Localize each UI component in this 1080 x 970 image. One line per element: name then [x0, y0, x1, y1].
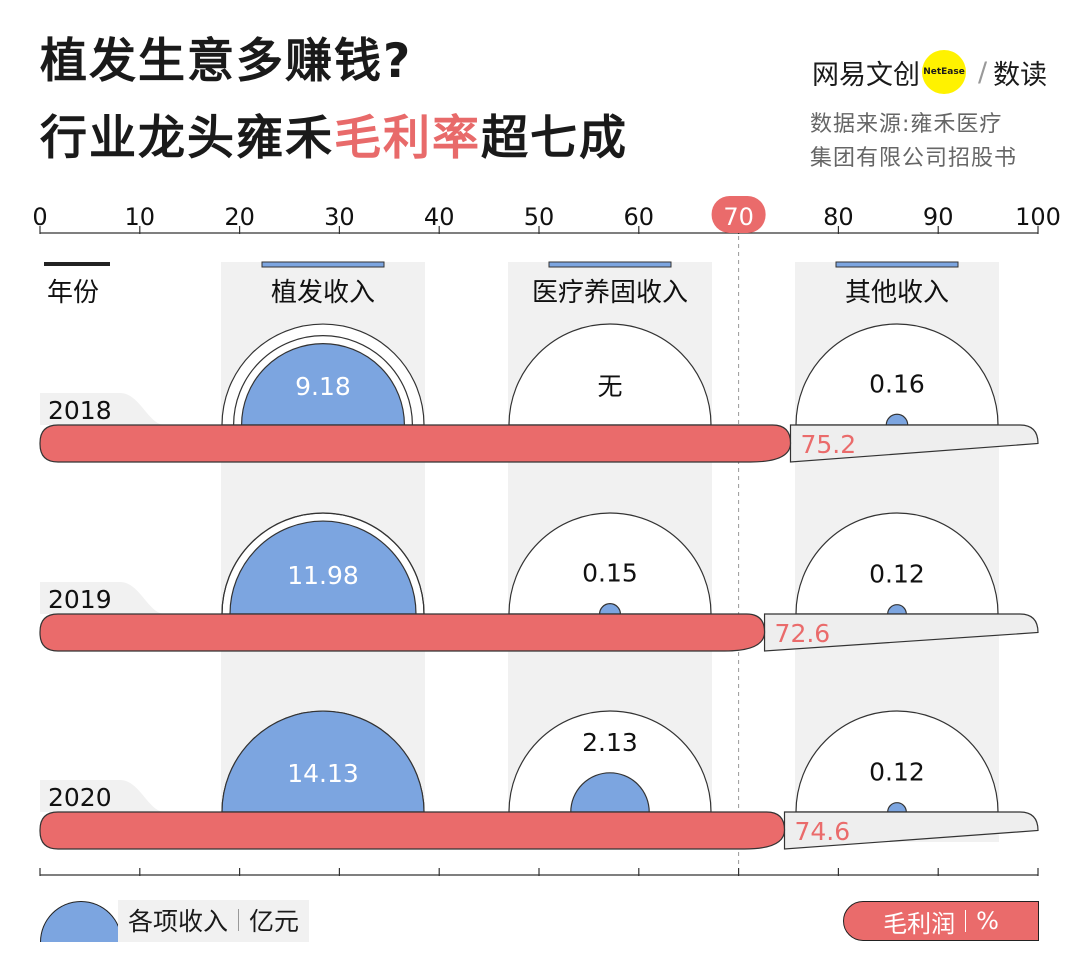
brand-column: 数读: [993, 59, 1048, 91]
revenue-value-label: 9.18: [295, 372, 351, 401]
axis-tick-label: 40: [424, 203, 455, 231]
semicircle-outline: [508, 512, 712, 615]
highlight-tick-badge: [711, 196, 766, 233]
revenue-semicircle: [229, 520, 417, 615]
year-header-bar: [44, 262, 110, 266]
margin-track: [783, 811, 1039, 850]
revenue-semicircle: [598, 603, 622, 615]
legend-margin-label: 毛利润: [883, 909, 956, 938]
axis-tick-label: 30: [324, 203, 355, 231]
margin-bar: [39, 613, 766, 652]
legend-revenue-unit: 亿元: [249, 907, 300, 936]
brand-badge: NetEase: [922, 50, 966, 94]
legend-separator: [965, 910, 967, 932]
revenue-value-label: 11.98: [287, 561, 359, 590]
title-line-2-prefix: 行业龙头雍禾: [40, 111, 334, 166]
axis-tick-label: 100: [1015, 203, 1061, 231]
axis-tick-label: 80: [823, 203, 854, 231]
revenue-semicircle: [240, 343, 406, 426]
title-line-2-highlight: 毛利率: [334, 111, 481, 166]
brand-slash: /: [978, 56, 988, 88]
margin-track: [763, 613, 1039, 652]
revenue-value-label: 0.15: [582, 559, 638, 588]
source-line-1: 数据来源:雍禾医疗: [810, 112, 1003, 137]
year-tab: [40, 780, 165, 812]
category-accent-bar: [261, 261, 385, 268]
axis-tick-label: 0: [32, 203, 47, 231]
title-line-2-suffix: 超七成: [481, 111, 628, 166]
year-label: 2020: [48, 783, 112, 812]
axis-tick-label: 60: [624, 203, 655, 231]
legend-margin: 毛利润 %: [843, 901, 1039, 941]
revenue-semicircle: [887, 802, 907, 813]
axis-tick-label: 50: [524, 203, 555, 231]
revenue-value-label: 无: [597, 372, 622, 401]
category-accent-bar: [835, 261, 959, 268]
category-header: 植发收入: [271, 278, 375, 308]
year-label: 2018: [48, 396, 112, 425]
year-tab: [40, 582, 165, 614]
revenue-value-label: 0.16: [869, 369, 925, 398]
category-header: 其他收入: [845, 278, 949, 308]
axis-tick-label: 90: [923, 203, 954, 231]
revenue-semicircle: [887, 604, 907, 615]
category-header: 医疗养固收入: [532, 278, 688, 308]
title-line-2: 行业龙头雍禾毛利率超七成: [40, 115, 628, 162]
revenue-value-label: 14.13: [287, 759, 359, 788]
legend-separator: [238, 909, 240, 931]
brand-logo: 网易文创 NetEase / 数读: [812, 50, 1048, 94]
source-line-2: 集团有限公司招股书: [810, 146, 1018, 171]
revenue-value-label: 0.12: [869, 758, 925, 787]
revenue-value-label: 2.13: [582, 728, 638, 757]
title-line-1: 植发生意多赚钱?: [40, 34, 413, 89]
margin-bar: [39, 424, 792, 463]
data-source: 数据来源:雍禾医疗 集团有限公司招股书: [810, 108, 1017, 176]
semicircle-outline: [508, 710, 712, 813]
legend-revenue-text: 各项收入 亿元: [118, 900, 310, 942]
semicircle-outline: [795, 710, 999, 813]
semicircle-outline: [508, 323, 712, 426]
semicircle-outline: [795, 323, 999, 426]
revenue-semicircle: [570, 772, 650, 813]
axis-tick-label: 10: [125, 203, 156, 231]
margin-value-label: 74.6: [795, 817, 851, 846]
legend-revenue: 各项收入 亿元: [40, 896, 310, 942]
revenue-semicircle: [221, 710, 425, 813]
revenue-value-label: 0.12: [869, 560, 925, 589]
margin-track: [789, 424, 1039, 463]
year-header: 年份: [47, 278, 99, 308]
margin-value-label: 72.6: [775, 619, 831, 648]
axis-tick-label: 70: [723, 203, 754, 231]
revenue-semicircle: [885, 413, 909, 426]
revenue-ring: [232, 334, 414, 426]
category-accent-bar: [548, 261, 672, 268]
year-tab: [40, 393, 165, 425]
legend-margin-unit: %: [976, 907, 999, 935]
brand-name: 网易文创: [812, 59, 920, 91]
legend-revenue-label: 各项收入: [128, 907, 229, 936]
axis-tick-label: 20: [224, 203, 255, 231]
revenue-ring: [221, 512, 425, 615]
margin-bar: [39, 811, 786, 850]
semicircle-outline: [795, 512, 999, 615]
margin-value-label: 75.2: [800, 430, 856, 459]
legend-semicircle-icon: [40, 901, 122, 942]
year-label: 2019: [48, 585, 112, 614]
